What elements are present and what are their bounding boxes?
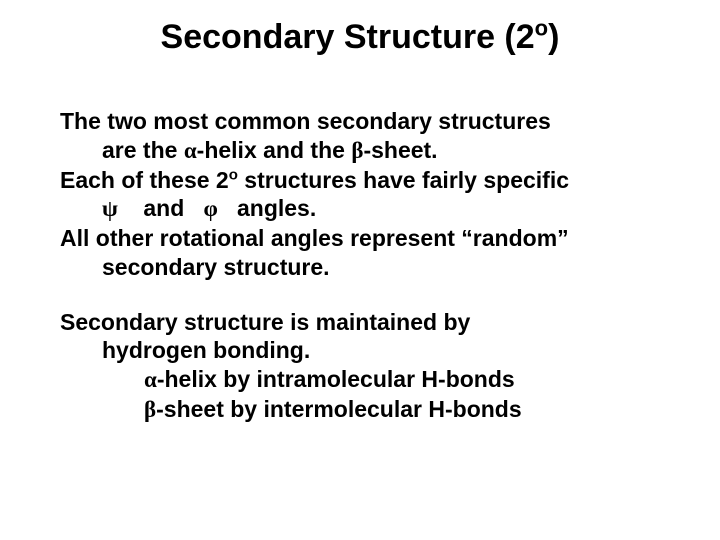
p2-l1a: Each of these 2	[60, 167, 229, 193]
beta-symbol-2: β	[144, 397, 156, 422]
paragraph-3: All other rotational angles represent “r…	[60, 224, 660, 282]
p2-l1b: structures have fairly specific	[238, 167, 569, 193]
p4-line3: α-helix by intramolecular H-bonds	[60, 365, 660, 395]
slide-title: Secondary Structure (2o)	[60, 18, 660, 57]
p2-l2-mid: and	[118, 195, 204, 221]
p4-l3-rest: -helix by intramolecular H-bonds	[157, 366, 515, 392]
psi-symbol: ψ	[102, 196, 118, 221]
p1-l2a: are the	[102, 137, 184, 163]
p1-l2c: -sheet.	[363, 137, 437, 163]
p4-line1: Secondary structure is maintained by	[60, 308, 660, 337]
paragraph-gap	[60, 282, 660, 308]
p2-line2: ψ and φ angles.	[60, 194, 660, 224]
p1-line1: The two most common secondary structures	[60, 107, 660, 136]
title-superscript: o	[535, 16, 548, 41]
phi-symbol: φ	[203, 196, 217, 221]
p3-line1: All other rotational angles represent “r…	[60, 224, 660, 253]
p2-line1: Each of these 2o structures have fairly …	[60, 166, 660, 195]
p2-superscript: o	[229, 166, 238, 183]
p3-line2: secondary structure.	[60, 253, 660, 282]
p4-l4-rest: -sheet by intermolecular H-bonds	[156, 396, 522, 422]
alpha-symbol-2: α	[144, 367, 157, 392]
p1-l2b: -helix and the	[197, 137, 352, 163]
p4-line4: β-sheet by intermolecular H-bonds	[60, 395, 660, 425]
p4-line2: hydrogen bonding.	[60, 336, 660, 365]
slide-body: The two most common secondary structures…	[60, 107, 660, 425]
title-post: )	[548, 18, 559, 56]
beta-symbol: β	[351, 138, 363, 163]
title-pre: Secondary Structure (2	[161, 18, 535, 56]
paragraph-2: Each of these 2o structures have fairly …	[60, 166, 660, 225]
p1-line2: are the α-helix and the β-sheet.	[60, 136, 660, 166]
paragraph-1: The two most common secondary structures…	[60, 107, 660, 166]
paragraph-4: Secondary structure is maintained by hyd…	[60, 308, 660, 425]
slide: Secondary Structure (2o) The two most co…	[0, 0, 720, 540]
p2-l2-end: angles.	[218, 195, 316, 221]
alpha-symbol: α	[184, 138, 197, 163]
